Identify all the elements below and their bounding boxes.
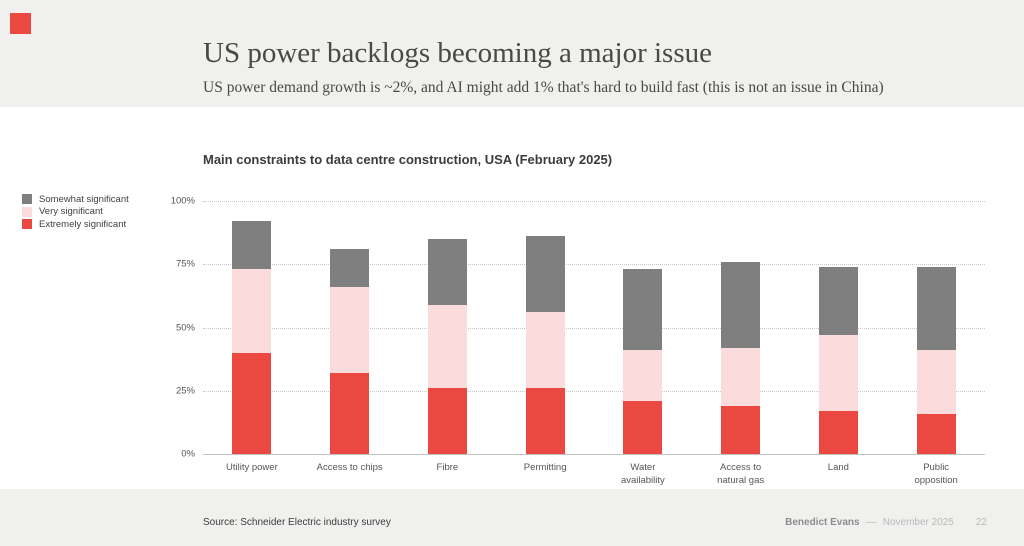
legend-label: Very significant [39, 206, 103, 218]
bar-segment [623, 400, 663, 454]
legend-item: Somewhat significant [22, 193, 129, 206]
bar-public-opposition [916, 266, 956, 454]
x-category-label: Fibre [436, 462, 459, 473]
x-category-label: Access to natural gas [717, 462, 765, 486]
y-tick-label: 75% [175, 258, 195, 270]
source-note: Source: Schneider Electric industry surv… [203, 517, 391, 528]
chart-legend: Somewhat significant Very significant Extr… [22, 193, 129, 231]
slide-subtitle: US power demand growth is ~2%, and AI mi… [203, 78, 884, 96]
bar-segment [232, 269, 272, 353]
bar-segment [525, 388, 565, 454]
legend-swatch [22, 206, 32, 217]
bar-segment [232, 221, 272, 270]
bar-segment [916, 350, 956, 414]
y-tick-label: 100% [170, 195, 195, 207]
bar-access-to-natural-gas [721, 261, 761, 454]
bar-segment [818, 266, 858, 336]
bar-segment [525, 236, 565, 313]
footer-credit: Benedict Evans –– November 2025 22 [785, 517, 987, 528]
y-tick-label: 50% [175, 322, 195, 333]
gridline [203, 327, 985, 329]
bar-land [818, 266, 858, 454]
bar-water-availability [623, 269, 663, 454]
bar-segment [427, 388, 467, 454]
footer-band [0, 489, 1024, 546]
stacked-bar-chart: 0% 25% 50% 75% 100% Utility power Access to ch… [171, 196, 985, 486]
slide-title: US power backlogs becoming a major issue [203, 37, 713, 70]
bar-segment [427, 304, 467, 389]
bar-segment [916, 413, 956, 454]
footer-separator: –– [865, 517, 877, 528]
y-tick-label: 0% [181, 448, 195, 460]
bar-permitting [525, 236, 565, 454]
bar-utility-power [232, 221, 272, 454]
x-category-label: Water availability [620, 462, 665, 486]
y-tick-label: 25% [175, 385, 195, 397]
x-category-label: Access to chips [316, 462, 383, 473]
bar-segment [916, 266, 956, 351]
bar-segment [818, 411, 858, 454]
bar-access-to-chips [330, 249, 370, 454]
bar-segment [232, 352, 272, 454]
legend-item: Very significant [22, 206, 129, 219]
legend-label: Extremely significant [39, 218, 127, 230]
legend-swatch [22, 219, 32, 230]
header-band [0, 0, 1024, 107]
bar-fibre [427, 238, 467, 454]
bar-segment [330, 287, 370, 374]
chart-title: Main constraints to data centre construc… [203, 151, 613, 167]
brand-logo-square [10, 13, 31, 34]
gridline [203, 201, 985, 202]
x-category-label: Permitting [523, 462, 567, 473]
bar-segment [427, 238, 467, 305]
legend-swatch [22, 194, 32, 205]
gridline [203, 390, 985, 392]
x-category-label: Public opposition [914, 462, 958, 486]
x-category-label: Land [827, 462, 849, 473]
bar-segment [818, 335, 858, 411]
author-name: Benedict Evans [785, 517, 860, 528]
bar-segment [330, 373, 370, 454]
bar-segment [721, 405, 761, 454]
footer-date: November 2025 [882, 517, 954, 528]
x-category-label: Utility power [226, 462, 278, 473]
bar-segment [623, 350, 663, 401]
gridline [203, 264, 985, 266]
bar-segment [525, 312, 565, 389]
x-axis-line [203, 454, 985, 455]
legend-item: Extremely significant [22, 218, 129, 231]
bar-segment [330, 249, 370, 288]
bar-segment [721, 261, 761, 348]
bar-segment [721, 347, 761, 406]
bar-segment [623, 269, 663, 351]
legend-label: Somewhat significant [39, 193, 129, 205]
page-number: 22 [975, 517, 987, 528]
